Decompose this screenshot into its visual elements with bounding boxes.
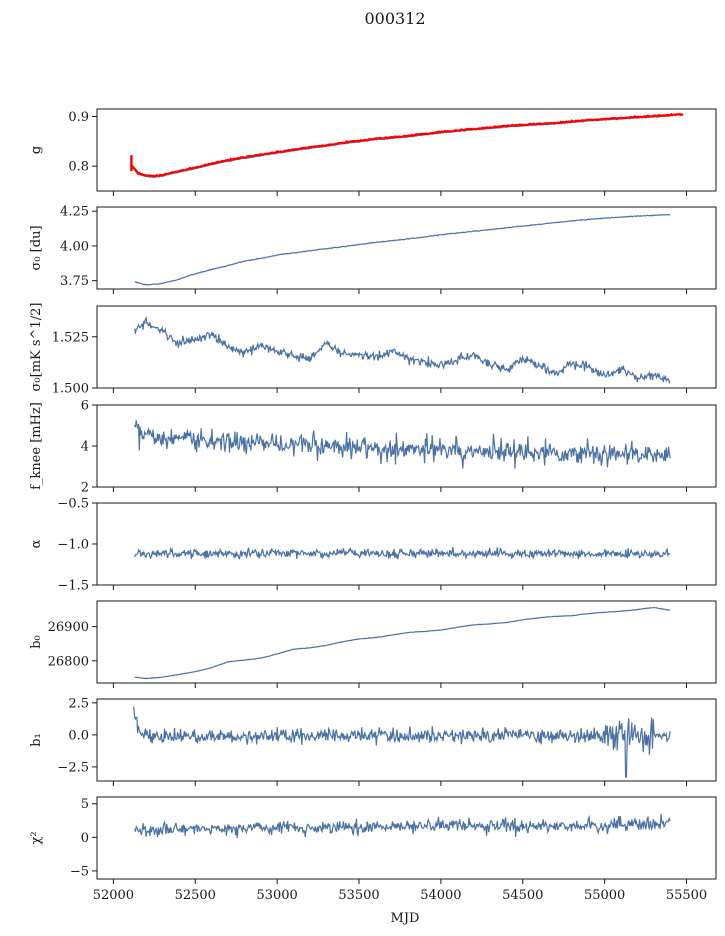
x-tick-label: 53000 [256,888,297,903]
panel-frame-sigma0du [96,206,717,290]
series-line-sigma0mk [134,315,671,384]
panel-chi2: −5 0 5 χ² [29,796,717,884]
y-axis-label-b0: b₀ [29,635,44,649]
y-axis-label-chi2: χ² [29,831,44,844]
x-tick-label: 52500 [175,888,216,903]
panel-frame-chi2 [96,796,717,880]
y-tick-label-g: 0.9 [68,110,89,125]
panel-frame-g [96,108,717,192]
y-tick-label-fknee: 2 [81,481,89,496]
panels-group: 0.8 0.9 g 3.75 4.00 4.25 σ₀ [du] 1.500 1.525 σ₀[m… [29,108,717,884]
y-tick-label-b0: 26800 [48,654,89,669]
x-tick-label: 52000 [93,888,134,903]
y-tick-label-sigma0du: 3.75 [60,274,89,289]
x-tick-label: 54000 [420,888,461,903]
y-axis-label-sigma0du: σ₀ [du] [29,225,44,270]
panel-g: 0.8 0.9 g [29,108,717,196]
series-line-chi2 [134,813,671,838]
y-tick-label-fknee: 6 [81,399,89,414]
y-tick-label-sigma0du: 4.25 [60,205,89,220]
panel-b0: 26800 26900 b₀ [29,600,717,688]
y-tick-label-b1: 0.0 [68,728,89,743]
y-tick-label-sigma0mk: 1.525 [52,330,89,345]
y-tick-label-b1: 2.5 [68,696,89,711]
series-line-b1 [133,706,671,778]
y-tick-label-b1: −2.5 [57,760,89,775]
figure-title: 000312 [364,9,425,28]
series-line-sigma0du [134,213,671,286]
x-tick-label: 55500 [666,888,707,903]
y-tick-label-alpha: −1.5 [57,579,89,594]
y-tick-label-b0: 26900 [48,620,89,635]
series-line-alpha [134,546,671,560]
x-tick-label: 53500 [338,888,379,903]
panel-fknee: 2 4 6 f_knee [mHz] [29,399,717,496]
panel-sigma0du: 3.75 4.00 4.25 σ₀ [du] [29,205,717,294]
panel-sigma0mk: 1.500 1.525 σ₀[mK s^1/2] [29,303,717,397]
x-tick-label: 54500 [502,888,543,903]
panel-alpha: −1.5 −1.0 −0.5 α [29,497,717,594]
y-tick-label-sigma0mk: 1.500 [52,382,89,397]
y-axis-label-alpha: α [29,539,44,548]
series-line-g [130,115,671,179]
y-tick-label-fknee: 4 [81,440,89,455]
y-axis-label-sigma0mk: σ₀[mK s^1/2] [29,303,44,392]
panel-b1: −2.5 0.0 2.5 b₁ [29,696,717,786]
panel-frame-alpha [96,502,717,586]
y-axis-label-fknee: f_knee [mHz] [29,402,44,490]
y-axis-label-b1: b₁ [29,733,44,747]
y-tick-label-chi2: −5 [70,864,89,879]
panel-frame-sigma0mk [96,305,717,389]
x-tick-labels: 52000 52500 53000 53500 54000 54500 55000 55500 [93,888,708,903]
y-tick-label-sigma0du: 4.00 [60,239,89,254]
series-line-fknee [134,420,671,469]
y-tick-label-chi2: 5 [81,797,89,812]
y-tick-label-chi2: 0 [81,831,89,846]
y-axis-label-g: g [29,146,44,154]
y-tick-label-alpha: −1.0 [57,538,89,553]
fit-line-g [130,112,684,178]
panel-frame-b1 [96,698,717,782]
x-axis-label: MJD [391,911,420,926]
y-tick-label-alpha: −0.5 [57,497,89,512]
x-tick-label: 55000 [584,888,625,903]
panel-frame-b0 [96,600,717,684]
series-line-b0 [134,606,671,680]
y-tick-label-g: 0.8 [68,160,89,175]
